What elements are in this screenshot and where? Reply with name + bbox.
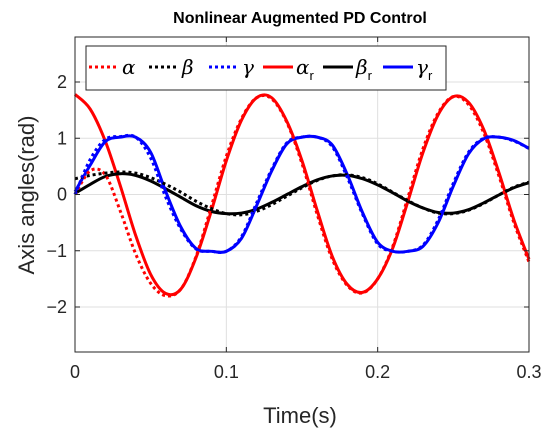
x-tick-label: 0.2 [365,362,390,382]
x-axis-ticks: 0 0.1 0.2 0.3 [70,37,542,382]
x-tick-label: 0.3 [516,362,541,382]
legend-label-5: βr [355,55,373,83]
legend-label-1: α [122,55,136,79]
chart-title: Nonlinear Augmented PD Control [173,10,427,27]
y-tick-label: −2 [46,297,67,317]
x-tick-label: 0.1 [214,362,239,382]
y-axis-label: Axis angles(rad) [14,116,39,275]
y-axis-ticks: −2 −1 0 1 2 [46,72,529,317]
series-line-1 [73,94,531,298]
y-tick-label: 0 [57,185,67,205]
series-line-3 [73,133,530,254]
y-tick-label: 1 [57,128,67,148]
legend: α β γ αr βr γr [85,45,447,91]
y-tick-label: −1 [46,241,67,261]
legend-label-4: αr [296,55,315,83]
x-tick-label: 0 [70,362,80,382]
legend-label-6: γr [416,55,433,83]
series-lines [73,93,531,298]
series-line-5 [74,172,530,216]
series-line-2 [74,170,530,217]
y-tick-label: 2 [57,72,67,92]
legend-label-3: γ [242,55,254,79]
x-axis-label: Time(s) [263,403,337,428]
legend-label-2: β [181,55,194,79]
